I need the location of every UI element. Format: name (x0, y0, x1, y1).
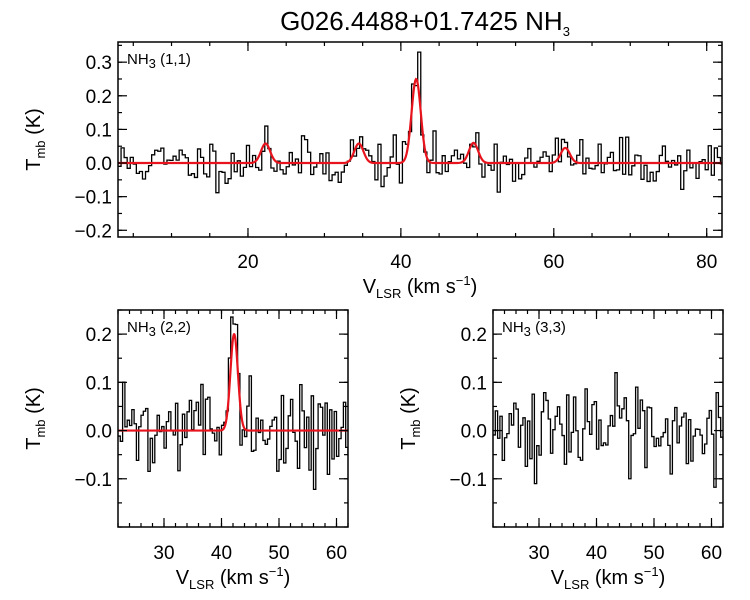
y-label-sub: mb (408, 419, 423, 437)
x-tick-label: 50 (268, 543, 289, 564)
y-label-rest: (K) (398, 387, 420, 419)
panel-label-sub: 3 (524, 324, 531, 339)
y-label-main: T (23, 438, 45, 450)
x-tick-label: 30 (528, 543, 549, 564)
x-tick-label: 40 (211, 543, 232, 564)
x-label-rest: (km s (401, 276, 455, 298)
observed-spectrum (118, 51, 722, 194)
x-tick-label: 20 (237, 252, 258, 273)
y-label-main: T (23, 159, 45, 171)
x-axis-label: VLSR (km s−1) (551, 564, 666, 592)
panel-label-suffix: (1,1) (156, 51, 191, 68)
x-tick-label: 50 (643, 543, 664, 564)
y-tick-label: −0.1 (74, 470, 112, 491)
y-tick-label: 0.0 (461, 422, 487, 443)
x-label-sub: LSR (376, 286, 401, 301)
panel-label-main: NH (502, 319, 524, 336)
observed-spectrum (493, 372, 723, 488)
y-tick-label: 0.2 (86, 87, 112, 108)
panel-label: NH3 (3,3) (502, 319, 566, 339)
panel-label-suffix: (2,2) (156, 319, 191, 336)
y-tick-label: 0.1 (461, 373, 487, 394)
x-tick-label: 60 (543, 252, 564, 273)
y-label-rest: (K) (23, 387, 45, 419)
x-axis-label: VLSR (km s−1) (176, 564, 291, 592)
panel-nh3-11: 20 40 60 80 −0.2 −0.1 0.0 0.1 0.2 0.3 NH3 (1,1) VLS… (23, 41, 723, 301)
x-label-sup: −1 (269, 564, 284, 579)
x-tick-label: 30 (153, 543, 174, 564)
plot-frame (117, 41, 723, 238)
figure-title: G026.4488+01.7425 NH3 (280, 6, 570, 39)
x-label-sub: LSR (189, 577, 214, 592)
y-tick-label: 0.0 (86, 422, 112, 443)
x-axis-label: VLSR (km s−1) (363, 273, 478, 301)
x-tick-label: 40 (586, 543, 607, 564)
x-label-sub: LSR (564, 577, 589, 592)
y-tick-label: −0.1 (74, 188, 112, 209)
x-tick-label: 60 (326, 543, 347, 564)
y-label-sub: mb (33, 419, 48, 437)
y-axis-label: Tmb (K) (23, 108, 48, 171)
x-label-sup: −1 (644, 564, 659, 579)
y-tick-label: 0.1 (86, 373, 112, 394)
x-label-rest: (km s (214, 567, 268, 589)
plot-frame (492, 309, 724, 528)
y-tick-label: 0.1 (86, 120, 112, 141)
y-tick-label: −0.2 (74, 221, 112, 242)
panel-label: NH3 (2,2) (127, 319, 191, 339)
x-label-main: V (363, 276, 377, 298)
panel-label: NH3 (1,1) (127, 51, 191, 71)
x-label-main: V (176, 567, 190, 589)
x-label-main: V (551, 567, 565, 589)
y-axis-label: Tmb (K) (398, 387, 423, 450)
y-label-rest: (K) (23, 108, 45, 140)
y-label-sub: mb (33, 140, 48, 158)
fit-curve (118, 333, 348, 432)
x-tick-label: 40 (390, 252, 411, 273)
panel-label-main: NH (127, 319, 149, 336)
x-tick-label: 80 (696, 252, 717, 273)
observed-spectrum (118, 316, 348, 491)
x-tick-label: 60 (701, 543, 722, 564)
panel-label-sub: 3 (149, 56, 156, 71)
panel-label-main: NH (127, 51, 149, 68)
x-label-rest: (km s (589, 567, 643, 589)
y-tick-label: 0.2 (461, 325, 487, 346)
y-tick-label: 0.2 (86, 325, 112, 346)
y-axis-label: Tmb (K) (23, 387, 48, 450)
x-label-close: ) (284, 567, 291, 589)
y-label-main: T (398, 438, 420, 450)
y-tick-label: 0.3 (86, 53, 112, 74)
y-tick-label: −0.1 (449, 470, 487, 491)
panel-nh3-22: 30 40 50 60 −0.1 0.0 0.1 0.2 NH3 (2,2) VLSR (km s… (23, 309, 349, 592)
fit-curve (118, 77, 722, 165)
panel-label-sub: 3 (149, 324, 156, 339)
x-label-sup: −1 (456, 273, 471, 288)
panel-label-suffix: (3,3) (531, 319, 566, 336)
x-label-close: ) (471, 276, 478, 298)
x-label-close: ) (659, 567, 666, 589)
panel-nh3-33: 30 40 50 60 −0.1 0.0 0.1 0.2 NH3 (3,3) VLSR (km s… (398, 309, 724, 592)
y-tick-label: 0.0 (86, 154, 112, 175)
